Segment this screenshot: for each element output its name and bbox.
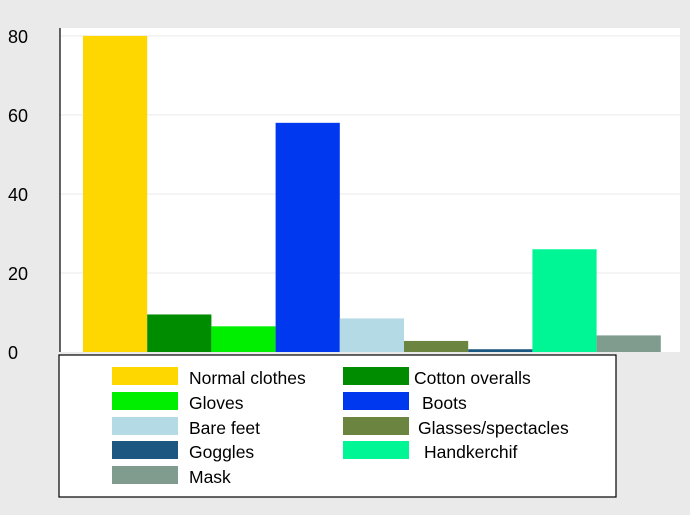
y-tick-label: 40 xyxy=(8,185,28,205)
bar-goggles xyxy=(468,349,533,352)
legend-swatch-cotton-overalls xyxy=(343,367,409,385)
legend-swatch-handkerchif xyxy=(343,441,409,459)
legend-label-gloves: Gloves xyxy=(189,393,244,413)
bar-gloves xyxy=(211,326,276,352)
bar-cotton-overalls xyxy=(147,314,212,352)
bars xyxy=(83,35,661,353)
legend-swatch-glasses-spectacles xyxy=(343,417,409,435)
legend-swatch-bare-feet xyxy=(112,417,178,435)
legend: Normal clothes Cotton overalls Gloves Boots… xyxy=(58,354,617,498)
bar-normal-clothes xyxy=(83,35,148,353)
legend-swatch-boots xyxy=(343,392,409,410)
y-axis: 0 20 40 60 80 xyxy=(8,27,680,363)
legend-swatch-gloves xyxy=(112,392,178,410)
legend-label-glasses-spectacles: Glasses/spectacles xyxy=(418,418,569,438)
legend-swatch-normal-clothes xyxy=(112,367,178,385)
legend-label-goggles: Goggles xyxy=(189,442,254,462)
legend-swatch-goggles xyxy=(112,441,178,459)
legend-label-boots: Boots xyxy=(422,393,467,413)
legend-swatch-mask xyxy=(112,466,178,484)
legend-label-handkerchif: Handkerchif xyxy=(424,442,518,462)
bar-handkerchif xyxy=(532,249,597,352)
legend-label-normal-clothes: Normal clothes xyxy=(189,368,306,388)
bar-glasses-spectacles xyxy=(404,340,469,352)
legend-label-mask: Mask xyxy=(189,467,231,487)
bar-boots xyxy=(275,122,340,352)
y-tick-label: 20 xyxy=(8,264,28,284)
bar-bare-feet xyxy=(339,318,404,352)
y-tick-label: 0 xyxy=(8,343,18,363)
legend-label-cotton-overalls: Cotton overalls xyxy=(414,368,531,388)
y-tick-label: 80 xyxy=(8,27,28,47)
legend-label-bare-feet: Bare feet xyxy=(189,418,260,438)
bar-mask xyxy=(596,335,661,352)
y-tick-label: 60 xyxy=(8,106,28,126)
